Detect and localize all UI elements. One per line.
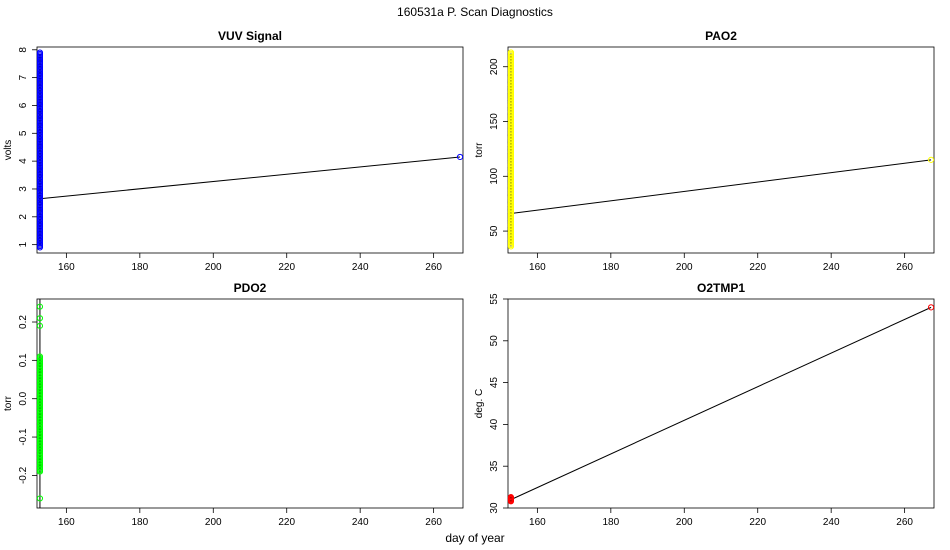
y-tick-label: 150 xyxy=(489,113,500,130)
shared-x-axis-label: day of year xyxy=(445,531,504,545)
y-tick-label: 0.2 xyxy=(18,315,29,329)
y-tick-label: 7 xyxy=(18,74,29,80)
y-axis-label: volts xyxy=(3,140,14,161)
x-tick-label: 180 xyxy=(602,517,619,528)
outlier-point xyxy=(927,156,935,163)
y-tick-label: 8 xyxy=(18,47,29,53)
x-tick-label: 240 xyxy=(352,262,369,273)
x-tick-label: 160 xyxy=(58,262,75,273)
x-tick-label: 160 xyxy=(529,517,546,528)
y-tick-label: 6 xyxy=(18,102,29,108)
y-tick-label: 200 xyxy=(489,58,500,75)
data-point xyxy=(507,494,515,501)
y-tick-label: 2 xyxy=(18,214,29,220)
series-line xyxy=(510,306,932,501)
x-tick-label: 160 xyxy=(529,262,546,273)
outlier-point xyxy=(927,304,935,311)
data-point xyxy=(36,353,44,360)
y-axis-label: deg. C xyxy=(474,389,485,418)
x-tick-label: 220 xyxy=(749,517,766,528)
y-tick-label: 0.0 xyxy=(18,391,29,405)
figure-title: 160531a P. Scan Diagnostics xyxy=(397,5,553,19)
x-tick-label: 200 xyxy=(205,517,222,528)
x-tick-label: 220 xyxy=(278,262,295,273)
x-tick-label: 260 xyxy=(425,517,442,528)
panel-4: O2TMP1 deg. C 160 180 200 220 240 260 30 35 40 45 50… xyxy=(474,281,935,528)
data-point xyxy=(36,322,44,329)
panel-title: O2TMP1 xyxy=(697,281,745,295)
x-tick-label: 200 xyxy=(676,262,693,273)
x-tick-label: 180 xyxy=(131,262,148,273)
y-tick-label: 30 xyxy=(489,502,500,514)
x-tick-label: 260 xyxy=(425,262,442,273)
x-tick-label: 200 xyxy=(676,517,693,528)
series-line xyxy=(510,159,932,215)
x-tick-label: 220 xyxy=(749,262,766,273)
plot-frame xyxy=(507,298,935,509)
y-tick-label: 5 xyxy=(18,130,29,136)
outlier-point xyxy=(456,153,464,161)
x-tick-label: 240 xyxy=(352,517,369,528)
x-tick-label: 180 xyxy=(602,262,619,273)
y-tick-label: 40 xyxy=(489,418,500,430)
data-point xyxy=(507,49,515,56)
y-axis-label: torr xyxy=(474,142,485,158)
x-tick-label: 260 xyxy=(896,517,913,528)
y-tick-label: 45 xyxy=(489,377,500,389)
data-point xyxy=(36,303,44,310)
y-tick-label: 55 xyxy=(489,293,500,305)
panel-title: PAO2 xyxy=(705,29,737,43)
x-tick-label: 200 xyxy=(205,262,222,273)
y-tick-label: -0.1 xyxy=(18,428,29,446)
y-tick-label: 0.1 xyxy=(18,353,29,367)
x-tick-label: 160 xyxy=(58,517,75,528)
y-tick-label: 1 xyxy=(18,241,29,247)
panel-title: VUV Signal xyxy=(218,29,282,43)
panel-2: PAO2 torr 160 180 200 220 240 260 50 100 150 200 xyxy=(474,29,935,273)
x-tick-label: 260 xyxy=(896,262,913,273)
x-tick-label: 240 xyxy=(823,517,840,528)
x-tick-label: 240 xyxy=(823,262,840,273)
panel-1: VUV Signal volts 160 180 200 220 240 260 1 2 3 4 5 6 7… xyxy=(3,29,464,273)
y-tick-label: 100 xyxy=(489,168,500,185)
data-point xyxy=(36,495,44,502)
series-line xyxy=(39,156,461,200)
y-tick-label: 35 xyxy=(489,460,500,472)
x-tick-label: 180 xyxy=(131,517,148,528)
data-point xyxy=(36,315,44,322)
y-tick-label: -0.2 xyxy=(18,466,29,484)
y-tick-label: 50 xyxy=(489,335,500,347)
y-axis-label: torr xyxy=(3,395,14,411)
panel-title: PDO2 xyxy=(234,281,267,295)
y-tick-label: 3 xyxy=(18,186,29,192)
x-tick-label: 220 xyxy=(278,517,295,528)
panel-3: PDO2 torr 160 180 200 220 240 260 -0.2 -0.1 0.0 0.1… xyxy=(3,281,464,528)
y-tick-label: 50 xyxy=(489,225,500,237)
y-tick-label: 4 xyxy=(18,158,29,164)
